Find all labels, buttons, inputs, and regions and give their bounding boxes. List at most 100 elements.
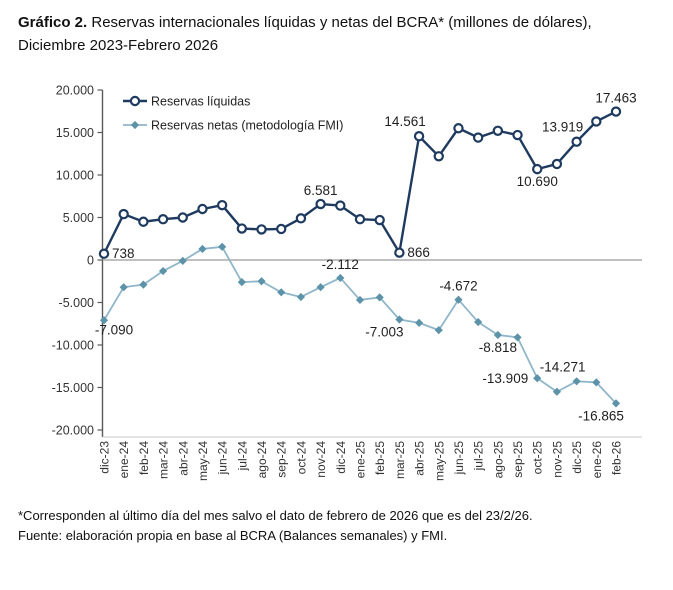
x-axis-tick-label: ago-24	[255, 441, 269, 479]
data-point-marker	[197, 203, 208, 215]
data-point-label: -7.090	[95, 322, 133, 337]
data-point-marker	[571, 136, 582, 147]
data-point-marker	[118, 208, 129, 220]
data-point-marker	[394, 247, 405, 258]
x-axis-tick-label: nov-25	[550, 441, 564, 478]
data-point-marker	[315, 198, 326, 210]
y-axis-tick-label: -20.000	[52, 424, 94, 438]
data-point-marker	[492, 125, 504, 137]
data-point-marker	[434, 326, 443, 335]
data-point-label: 738	[112, 246, 135, 261]
data-point-label: 6.581	[304, 183, 338, 198]
data-point-label: -13.909	[482, 371, 528, 386]
data-point-marker	[316, 283, 325, 292]
x-axis-tick-label: may-25	[432, 441, 446, 481]
data-point-marker	[296, 292, 306, 302]
x-axis-tick-label: mar-25	[393, 441, 407, 479]
data-point-marker	[218, 242, 227, 251]
data-point-label: -4.672	[439, 279, 477, 294]
y-axis-tick-label: -5.000	[59, 296, 94, 310]
x-axis-tick-label: may-24	[196, 441, 210, 481]
data-point-label: -16.865	[578, 408, 624, 423]
x-axis-tick-label: oct-25	[531, 441, 545, 475]
data-point-label: 13.919	[542, 120, 583, 135]
data-point-marker	[472, 132, 484, 143]
x-axis-tick-label: sep-24	[275, 441, 289, 478]
data-point-marker	[237, 277, 246, 287]
data-point-marker	[99, 316, 109, 325]
legend-label: Reservas netas (metodología FMI)	[151, 119, 343, 133]
data-point-marker	[374, 214, 385, 226]
data-point-label: 17.463	[595, 91, 636, 106]
x-axis-tick-label: feb-25	[373, 441, 387, 475]
x-axis-tick-label: jun-24	[216, 441, 230, 476]
data-point-label: -2.112	[322, 257, 359, 272]
data-point-marker	[354, 213, 366, 225]
line-chart: 20.000 15.000 10.000 5.000 0 -5.000 -10.000 -15…	[52, 85, 642, 481]
data-point-marker	[157, 213, 169, 225]
data-point-label: 866	[407, 245, 430, 260]
data-point-marker	[98, 248, 110, 259]
data-point-marker	[414, 318, 424, 328]
legend-label: Reservas líquidas	[151, 95, 250, 109]
data-point-marker	[453, 123, 464, 134]
chart-title: Gráfico 2. Reservas internacionales líqu…	[18, 12, 661, 57]
y-axis-tick-label: 20.000	[56, 85, 94, 98]
chart-title-number: Gráfico 2.	[18, 14, 88, 31]
x-axis-tick-label: oct-24	[294, 441, 308, 475]
data-point-marker	[257, 277, 266, 286]
y-axis-tick-label: 15.000	[56, 126, 94, 140]
data-point-marker	[413, 131, 425, 142]
x-axis-tick-label: feb-26	[610, 441, 624, 475]
data-point-marker	[236, 223, 248, 234]
data-point-marker	[512, 129, 523, 141]
footnote: *Corresponden al último día del mes salv…	[18, 506, 661, 546]
data-point-marker	[198, 244, 207, 254]
data-point-label: 14.561	[384, 114, 425, 129]
data-point-marker	[433, 151, 444, 162]
x-axis-tick-label: abr-24	[176, 441, 190, 476]
y-axis-tick-label: 0	[87, 254, 94, 268]
x-axis-tick-label: dic-24	[334, 441, 348, 474]
footnote-line-2: Fuente: elaboración propia en base al BC…	[18, 528, 448, 544]
data-point-marker	[256, 224, 267, 235]
legend-marker-icon	[130, 120, 140, 130]
data-point-label: 10.690	[517, 174, 558, 189]
data-point-label: -14.271	[540, 359, 586, 374]
x-axis-tick-label: nov-24	[314, 441, 328, 478]
legend-marker-icon	[129, 95, 141, 107]
data-point-marker	[276, 223, 287, 235]
data-point-marker	[610, 106, 622, 117]
data-point-marker	[119, 283, 128, 292]
data-point-label: -8.818	[479, 340, 517, 355]
data-point-marker	[178, 256, 187, 265]
x-axis-tick-label: mar-24	[157, 441, 171, 479]
data-point-marker	[216, 199, 228, 211]
data-point-marker	[591, 116, 602, 127]
data-point-marker	[138, 216, 149, 227]
x-axis-tick-label: ene-24	[117, 441, 131, 479]
data-point-marker	[277, 288, 286, 297]
y-axis-tick-label: -10.000	[52, 339, 94, 353]
data-point-marker	[335, 200, 346, 211]
x-axis-tick-label: abr-25	[413, 441, 427, 476]
data-point-marker	[177, 212, 188, 223]
x-axis-tick-label: jul-25	[472, 441, 486, 472]
y-axis-tick-label: -15.000	[52, 381, 94, 395]
x-axis-tick-label: dic-25	[570, 441, 584, 474]
x-axis-tick-label: ago-25	[491, 441, 505, 479]
data-point-marker	[295, 213, 307, 224]
chart-title-text: Reservas internacionales líquidas y neta…	[18, 14, 592, 54]
data-point-marker	[551, 158, 563, 170]
data-point-marker	[532, 163, 543, 175]
data-point-marker	[513, 333, 522, 342]
x-axis-tick-label: ene-25	[354, 441, 368, 479]
x-axis-tick-label: feb-24	[137, 441, 151, 475]
data-point-marker	[474, 317, 483, 327]
data-point-marker	[592, 378, 601, 387]
x-axis-tick-label: dic-23	[98, 441, 112, 474]
data-point-marker	[572, 377, 581, 386]
data-point-marker	[493, 330, 502, 340]
y-axis-tick-label: 10.000	[56, 169, 94, 183]
